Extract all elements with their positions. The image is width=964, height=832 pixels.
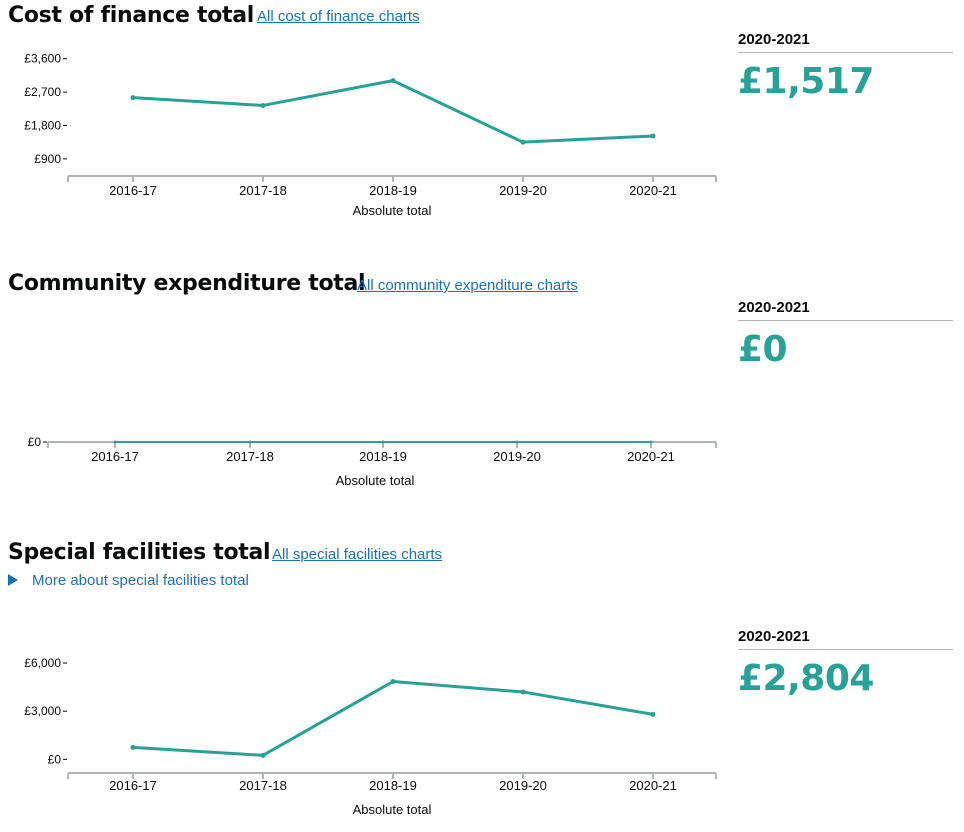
data-point: [130, 95, 136, 101]
data-point: [650, 133, 656, 139]
special-facilities-section: Special facilities total All special fac…: [0, 537, 964, 832]
x-tick-label: 2018-19: [369, 778, 417, 793]
data-point: [260, 752, 266, 758]
all-special-facilities-charts-link[interactable]: All special facilities charts: [272, 546, 443, 563]
x-tick-label: 2017-18: [239, 778, 287, 793]
more-about-special-facilities-toggle[interactable]: More about special facilities total: [8, 572, 249, 589]
summary-panel: 2020-2021 £0: [738, 299, 953, 370]
data-point: [113, 440, 117, 444]
data-point: [390, 78, 396, 84]
all-community-expenditure-charts-link[interactable]: All community expenditure charts: [357, 277, 578, 294]
community-expenditure-chart: 2016-17 2017-18 2018-19 2019-20 2020-21 Absol…: [28, 435, 717, 488]
y-tick-label: £1,800: [24, 118, 61, 132]
data-point: [260, 102, 266, 108]
data-point: [520, 139, 526, 145]
cost-of-finance-section: Cost of finance total All cost of financ…: [0, 0, 964, 240]
data-point: [650, 711, 656, 717]
y-tick-label: £0: [28, 435, 42, 449]
summary-year: 2020-2021: [738, 31, 953, 53]
x-tick-label: 2020-21: [629, 183, 677, 198]
y-tick-label: £900: [34, 152, 61, 166]
x-tick-label: 2018-19: [369, 183, 417, 198]
summary-value: £2,804: [738, 658, 874, 699]
x-tick-label: 2019-20: [499, 778, 547, 793]
details-summary-text: More about special facilities total: [32, 572, 249, 589]
data-point: [649, 440, 653, 444]
data-point: [520, 689, 526, 695]
x-tick-label: 2020-21: [627, 449, 675, 464]
data-point: [515, 440, 519, 444]
community-expenditure-section: Community expenditure total All communit…: [0, 268, 964, 508]
x-tick-label: 2016-17: [109, 778, 157, 793]
x-tick-label: 2018-19: [359, 449, 407, 464]
y-tick-label: £6,000: [24, 656, 61, 670]
x-tick-label: 2019-20: [493, 449, 541, 464]
y-tick-label: £2,700: [24, 85, 61, 99]
x-tick-label: 2016-17: [109, 183, 157, 198]
section-title: Special facilities total: [8, 540, 271, 565]
x-axis-label: Absolute total: [336, 473, 415, 488]
section-title: Cost of finance total: [8, 3, 255, 28]
x-tick-label: 2017-18: [226, 449, 274, 464]
data-point: [248, 440, 252, 444]
cost-of-finance-chart: 2016-17 2017-18 2018-19 2019-20 2020-21 Absol…: [24, 52, 717, 218]
data-point: [130, 744, 136, 750]
series-line: [132, 680, 654, 757]
x-tick-label: 2019-20: [499, 183, 547, 198]
series-line: [132, 79, 654, 144]
data-point: [381, 440, 385, 444]
summary-value: £0: [738, 329, 788, 370]
summary-panel: 2020-2021 £1,517: [738, 31, 953, 102]
section-title: Community expenditure total: [8, 271, 366, 296]
x-tick-label: 2017-18: [239, 183, 287, 198]
summary-value: £1,517: [738, 61, 874, 102]
summary-year: 2020-2021: [738, 628, 953, 650]
triangle-right-icon: [8, 574, 18, 586]
all-cost-of-finance-charts-link[interactable]: All cost of finance charts: [257, 8, 420, 25]
special-facilities-chart: 2016-17 2017-18 2018-19 2019-20 2020-21 Absol…: [24, 656, 717, 817]
x-axis-label: Absolute total: [353, 203, 432, 218]
y-tick-label: £3,000: [24, 704, 61, 718]
summary-panel: 2020-2021 £2,804: [738, 628, 953, 699]
y-tick-label: £0: [48, 752, 62, 766]
x-tick-label: 2020-21: [629, 778, 677, 793]
x-tick-label: 2016-17: [91, 449, 139, 464]
summary-year: 2020-2021: [738, 299, 953, 321]
y-tick-label: £3,600: [24, 52, 61, 66]
data-point: [390, 679, 396, 685]
x-axis-label: Absolute total: [353, 802, 432, 817]
